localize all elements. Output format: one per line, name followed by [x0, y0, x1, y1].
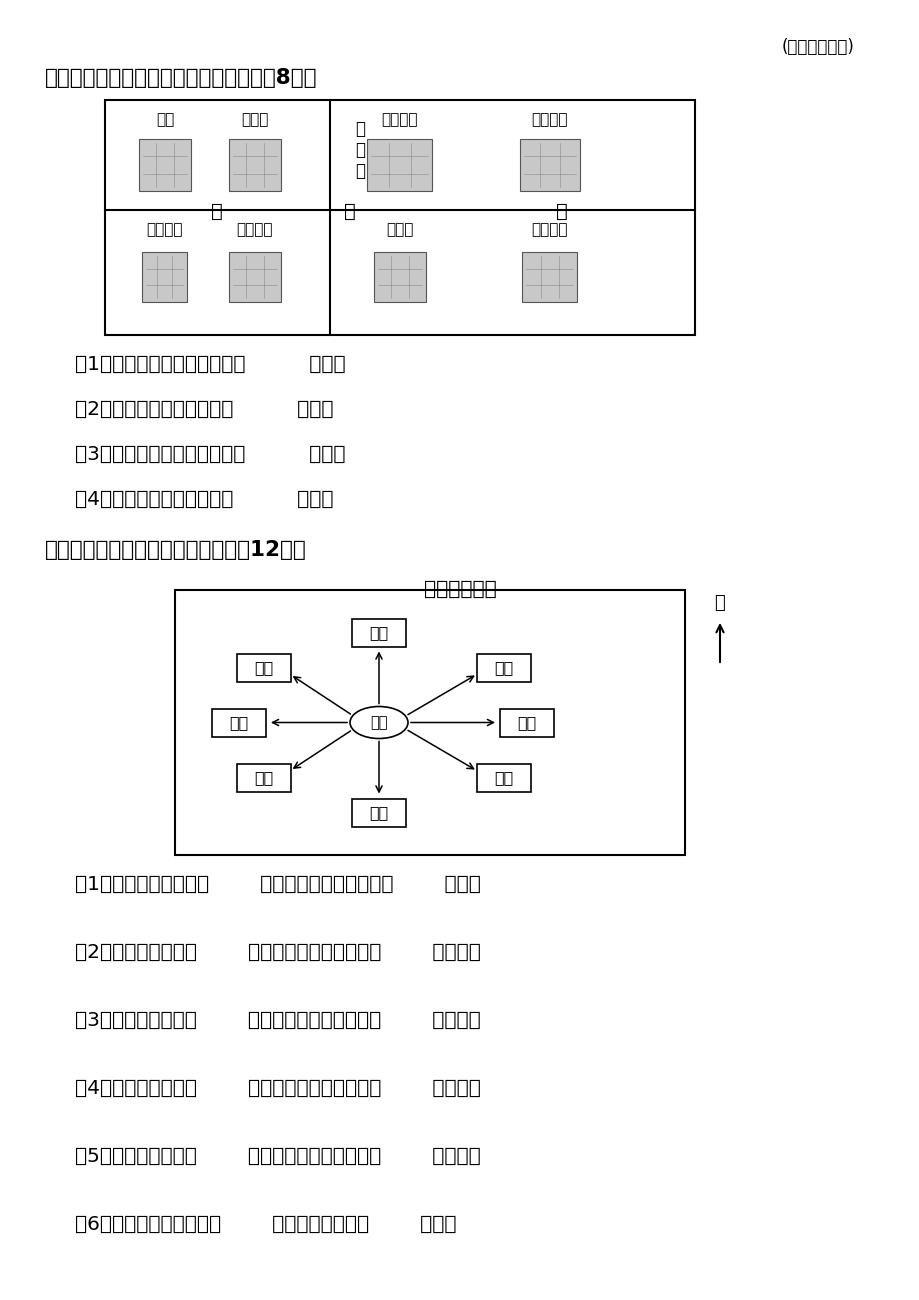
Text: （1）中区小学在十字路口的（          ）角；: （1）中区小学在十字路口的（ ）角；: [75, 355, 346, 374]
Ellipse shape: [349, 706, 407, 738]
Text: 八、根据下面的导游图回答问题。（12分）: 八、根据下面的导游图回答问题。（12分）: [45, 540, 306, 560]
Text: 猴山: 猴山: [369, 625, 388, 640]
Text: （1）虎山在动物园的（        ）角，狮山在动物园的（        ）角。: （1）虎山在动物园的（ ）角，狮山在动物园的（ ）角。: [75, 875, 481, 894]
Text: 社保公司: 社保公司: [531, 222, 568, 237]
Text: 虎山: 虎山: [254, 660, 273, 675]
Bar: [499, 708, 553, 737]
Text: 象山: 象山: [516, 715, 536, 731]
Bar: [352, 619, 405, 646]
Bar: [374, 252, 425, 302]
Text: 喷泉: 喷泉: [369, 715, 387, 731]
Text: 建设银行: 建设银行: [147, 222, 183, 237]
Bar: [519, 139, 579, 191]
Text: 文庙: 文庙: [155, 112, 174, 127]
Text: （2）猴山在喷泉的（        ）方向，鹿山在喷泉的（        ）方向。: （2）猴山在喷泉的（ ）方向，鹿山在喷泉的（ ）方向。: [75, 942, 481, 962]
Text: （4）邮电局在十字路口的（          ）角。: （4）邮电局在十字路口的（ ）角。: [75, 490, 334, 510]
Text: (背面还有试题): (背面还有试题): [781, 38, 854, 56]
Text: 豹山: 豹山: [254, 770, 273, 785]
Bar: [476, 654, 530, 681]
Bar: [476, 763, 530, 792]
Text: 农业银行: 农业银行: [531, 112, 568, 127]
Text: 蛇山: 蛇山: [229, 715, 248, 731]
Bar: [352, 798, 405, 827]
Bar: [229, 252, 280, 302]
Text: 路: 路: [555, 202, 567, 221]
Text: 七、写出下面十字路口四周的建筑物。（8分）: 七、写出下面十字路口四周的建筑物。（8分）: [45, 68, 317, 88]
Text: 动物园导游图: 动物园导游图: [423, 580, 496, 599]
Bar: [237, 654, 290, 681]
Text: （3）虎山在鹿山的（        ）方向，鹿山在虎山的（        ）方向。: （3）虎山在鹿山的（ ）方向，鹿山在虎山的（ ）方向。: [75, 1011, 481, 1030]
Text: 熊山: 熊山: [369, 805, 388, 820]
Bar: [522, 252, 577, 302]
Bar: [229, 139, 280, 191]
Bar: [139, 139, 191, 191]
Text: 中区小学: 中区小学: [381, 112, 418, 127]
Text: 北: 北: [714, 594, 724, 612]
Text: 邮电局: 邮电局: [386, 222, 414, 237]
Bar: [211, 708, 266, 737]
Text: 兆: 兆: [210, 202, 222, 221]
Text: （4）象山在熊山的（        ）方向，熊山在象山的（        ）方向。: （4）象山在熊山的（ ）方向，熊山在象山的（ ）方向。: [75, 1079, 481, 1098]
Text: 横
岗
岭: 横 岗 岭: [355, 120, 365, 179]
Bar: [367, 139, 432, 191]
Bar: [175, 590, 685, 855]
Text: 鹿山: 鹿山: [494, 770, 513, 785]
Bar: [142, 252, 187, 302]
Text: （3）移动公司在十字路口的（          ）角；: （3）移动公司在十字路口的（ ）角；: [75, 445, 346, 464]
Text: （5）蛇山在象山的（        ）方向，豹山在狮山的（        ）方向。: （5）蛇山在象山的（ ）方向，豹山在狮山的（ ）方向。: [75, 1147, 481, 1166]
Bar: [105, 100, 694, 335]
Text: 征: 征: [344, 202, 356, 221]
Text: 狮山: 狮山: [494, 660, 513, 675]
Text: 移动公司: 移动公司: [236, 222, 273, 237]
Text: （2）县政府在十字路口的（          ）角；: （2）县政府在十字路口的（ ）角；: [75, 400, 334, 419]
Text: （6）动物园的东南角是（        ）山，西南角是（        ）山。: （6）动物园的东南角是（ ）山，西南角是（ ）山。: [75, 1216, 456, 1234]
Text: 县政府: 县政府: [241, 112, 268, 127]
Bar: [237, 763, 290, 792]
